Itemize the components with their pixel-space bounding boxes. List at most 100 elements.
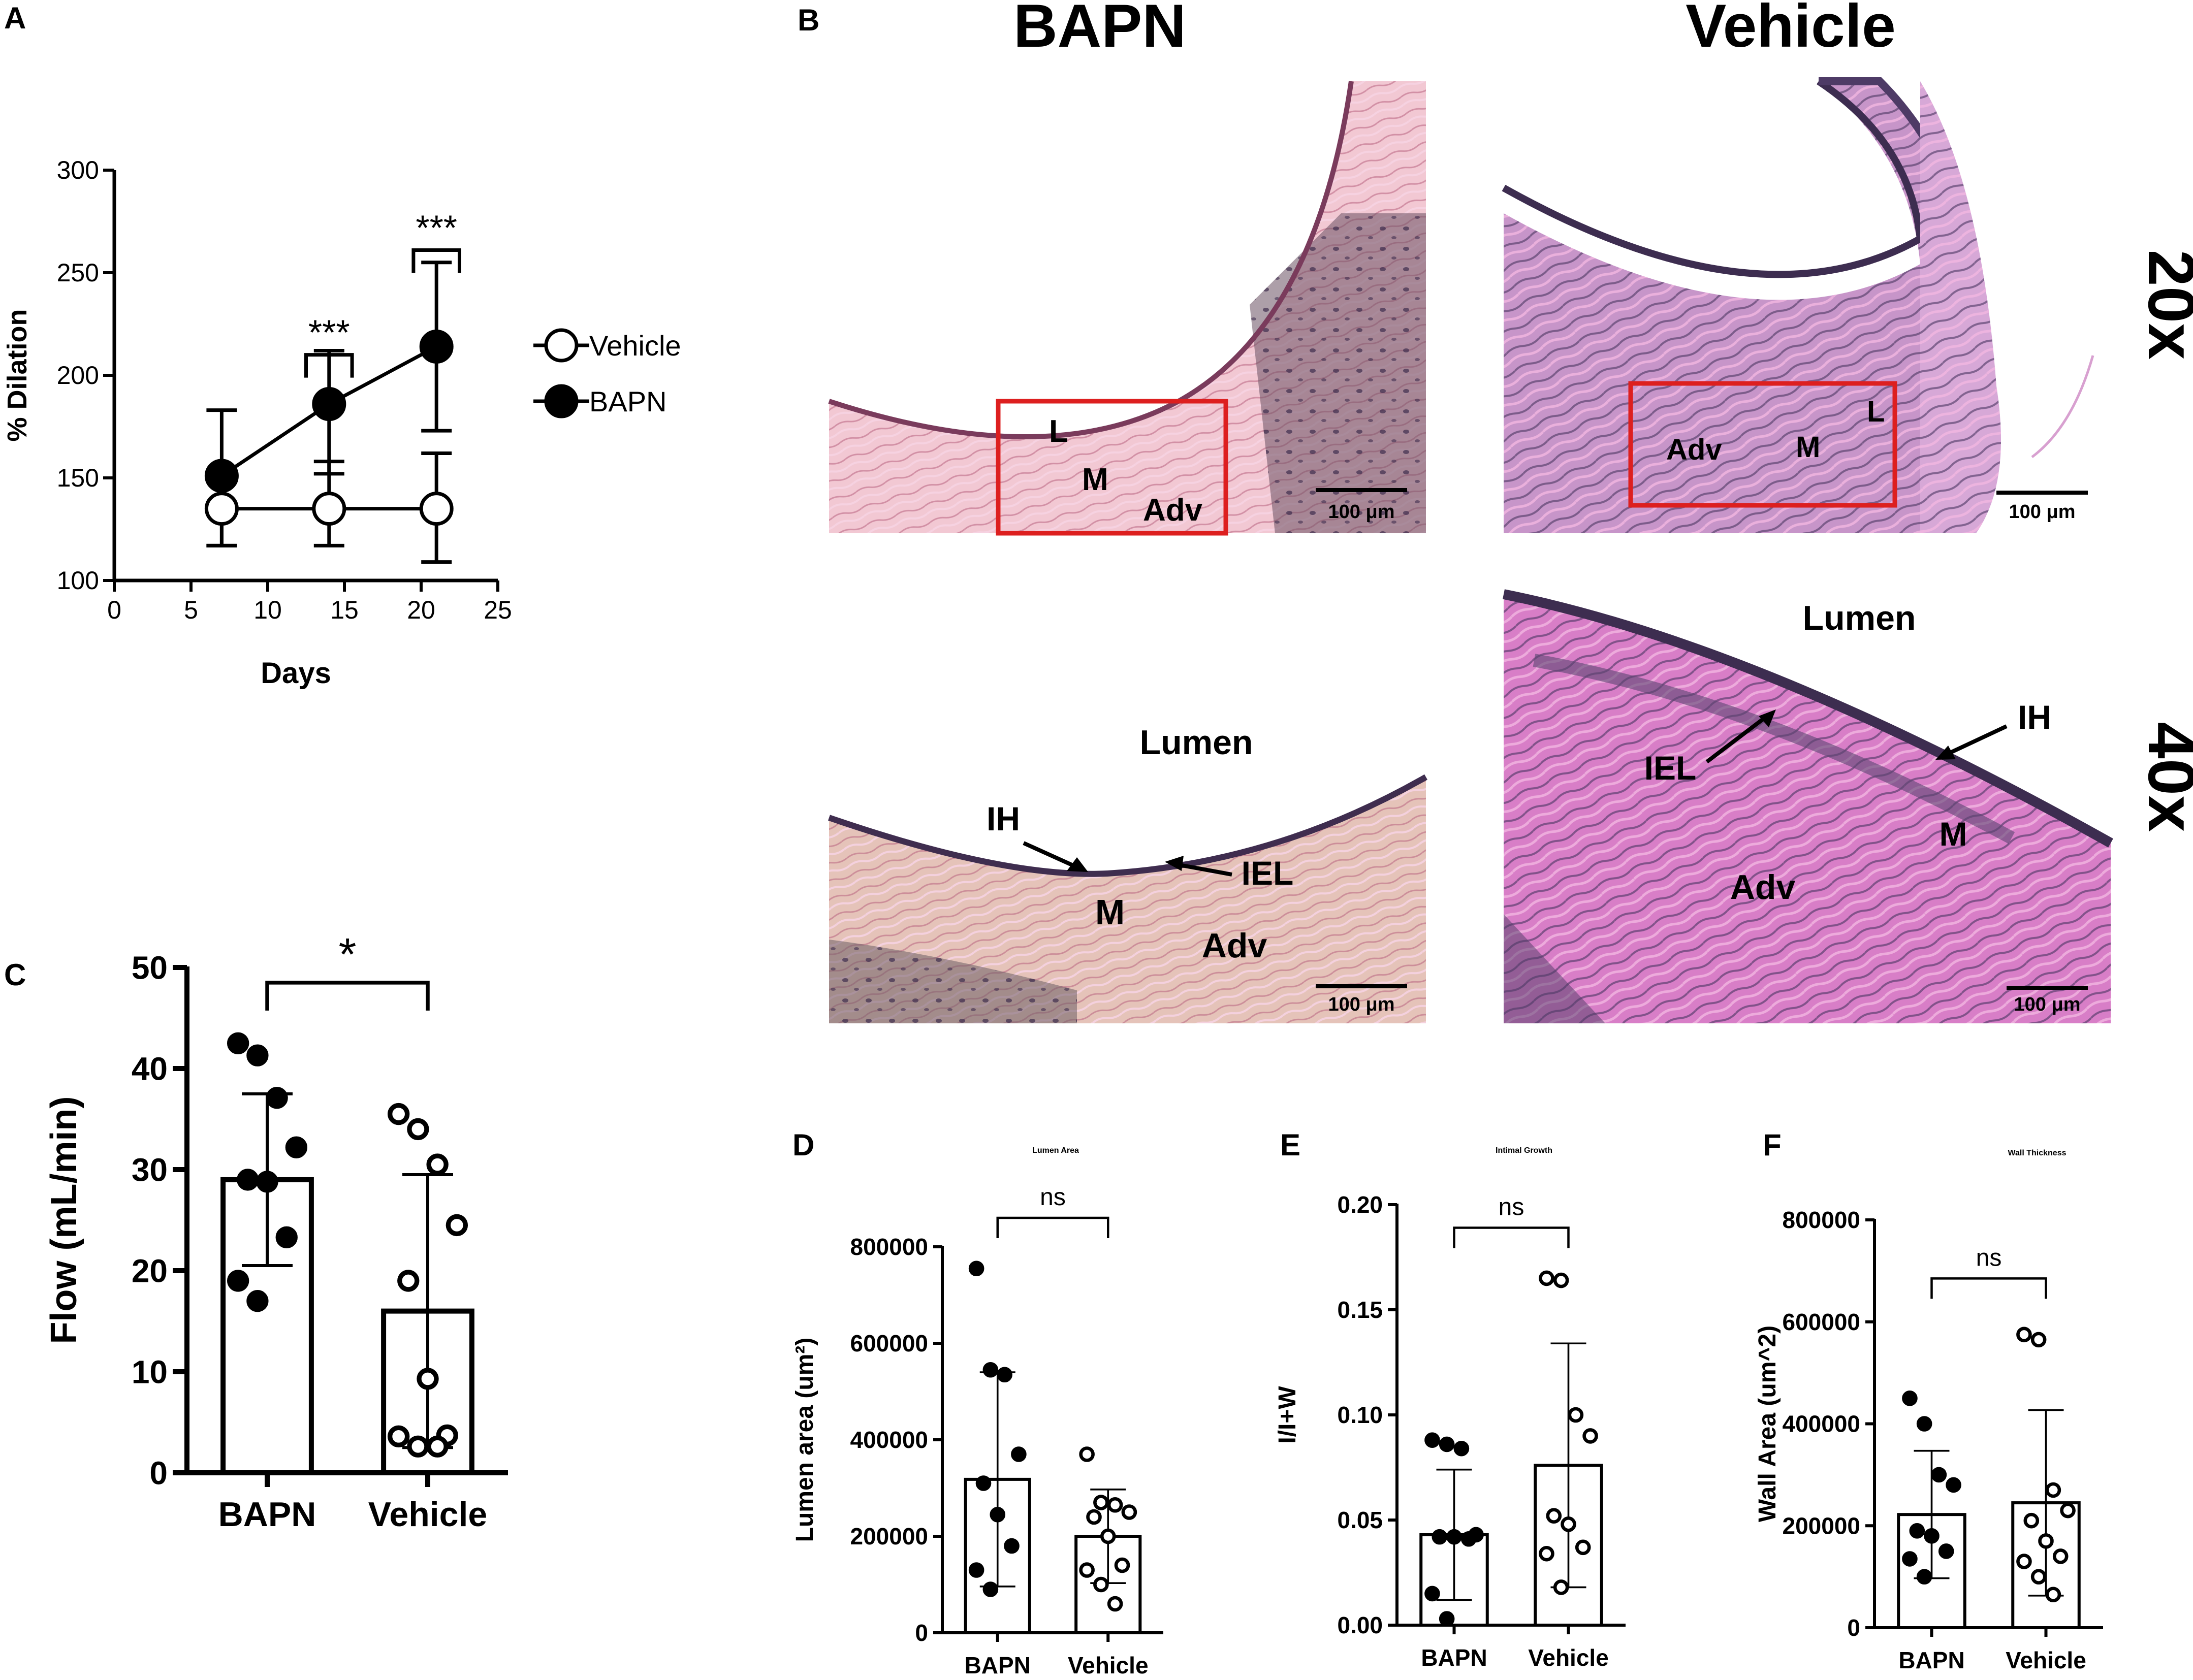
significance-label: ***: [416, 208, 457, 248]
y-tick-label: 200: [57, 361, 99, 390]
data-point: [1561, 1516, 1576, 1532]
scale-bar-label: 100 μm: [2014, 994, 2081, 1015]
plot-f: 0 200000 400000 600000 800000 BAPN Vehicle ns Wa…: [1754, 1149, 2103, 1673]
y-tick-label: 0: [915, 1620, 928, 1646]
significance-label: ns: [1040, 1184, 1066, 1211]
significance-bracket: [304, 353, 354, 378]
category-label: Vehicle: [2006, 1647, 2086, 1673]
data-point: [1553, 1272, 1569, 1288]
data-point: [2038, 1533, 2054, 1549]
y-tick-label: 100: [57, 566, 99, 595]
label-ih: IH: [987, 800, 1020, 837]
y-axis-label: Lumen area (um²): [791, 1338, 818, 1542]
chart-title: Wall Thickness: [2008, 1149, 2067, 1157]
vehicle-40x-micrograph: Lumen IH IEL M Adv 100 μm: [1503, 569, 2113, 1023]
legend-label: Vehicle: [589, 330, 681, 362]
label-l: L: [1867, 395, 1885, 428]
data-point: [1453, 1440, 1470, 1457]
label-ih: IH: [2018, 698, 2051, 736]
data-point: [1916, 1569, 1932, 1585]
panel-b-figure: B BAPN Vehicle 20x 40x L M Adv 100 μm: [798, 0, 2193, 1023]
y-tick-label: 400000: [1783, 1411, 1861, 1437]
data-point: [407, 1435, 429, 1458]
data-point: [246, 1290, 269, 1312]
data-point: [997, 1367, 1012, 1383]
data-point: [1553, 1579, 1569, 1595]
panel-letter-a: A: [4, 1, 26, 35]
data-point: [2045, 1587, 2061, 1603]
data-point: [1079, 1562, 1095, 1578]
data-point: [2016, 1327, 2032, 1343]
label-adv: Adv: [1143, 493, 1203, 528]
plot-d: 0 200000 400000 600000 800000 BAPN Vehicle ns Lu…: [791, 1146, 1163, 1678]
data-point: [227, 1032, 249, 1054]
y-tick-label: 0.15: [1337, 1297, 1383, 1323]
panel-letter-d: D: [792, 1128, 814, 1162]
category-label: BAPN: [1898, 1647, 1964, 1673]
data-point: [1114, 1557, 1130, 1573]
data-point: [237, 1169, 259, 1191]
category-label: Vehicle: [1528, 1644, 1609, 1671]
category-label: Vehicle: [368, 1495, 487, 1534]
y-tick-label: 200000: [850, 1523, 929, 1549]
label-lumen: Lumen: [1140, 723, 1253, 762]
chart-title: Lumen Area: [1032, 1146, 1079, 1155]
label-lumen: Lumen: [1803, 599, 1916, 637]
significance-label: ns: [1976, 1244, 2002, 1271]
y-tick-label: 0.20: [1337, 1191, 1383, 1218]
y-tick-label: 800000: [1783, 1207, 1861, 1233]
x-tick-label: 10: [253, 596, 282, 624]
data-point: [397, 1270, 420, 1292]
category-label: BAPN: [965, 1652, 1031, 1678]
data-point: [1424, 1586, 1440, 1602]
data-point: [1539, 1270, 1554, 1286]
label-l: L: [1049, 414, 1068, 449]
data-point: [285, 1136, 308, 1158]
y-tick-label: 10: [132, 1353, 168, 1390]
data-point: [387, 1425, 410, 1448]
bapn-20x-micrograph: L M Adv 100 μm: [828, 81, 1426, 536]
data-point-bapn: [312, 387, 346, 422]
plot-e: 0.00 0.05 0.10 0.15 0.20 BAPN Vehicle ns Intimal…: [1274, 1146, 1626, 1671]
y-tick-label: 40: [132, 1050, 168, 1087]
data-point: [2045, 1482, 2061, 1498]
y-tick-label: 250: [57, 259, 99, 287]
data-point: [968, 1562, 984, 1578]
data-point: [446, 1214, 468, 1237]
y-tick-label: 0: [149, 1455, 168, 1491]
data-point: [2060, 1502, 2076, 1519]
x-tick-label: 0: [107, 596, 121, 624]
label-iel: IEL: [1242, 854, 1294, 892]
y-axis-label: Flow (mL/min): [44, 1096, 84, 1344]
data-point: [417, 1368, 439, 1390]
x-tick-label: 25: [484, 596, 512, 624]
y-tick-label: 600000: [1783, 1309, 1861, 1335]
label-adv: Adv: [1666, 433, 1722, 466]
panel-letter-f: F: [1763, 1128, 1782, 1162]
chart-title: Intimal Growth: [1496, 1146, 1552, 1155]
y-tick-label: 0: [1847, 1614, 1860, 1641]
data-point-bapn: [419, 329, 454, 364]
data-point: [2023, 1512, 2040, 1529]
legend-marker: [544, 384, 579, 418]
data-point: [1439, 1611, 1455, 1627]
significance-label: *: [338, 929, 356, 980]
x-tick-label: 20: [407, 596, 435, 624]
data-point: [1902, 1391, 1918, 1406]
significance-bracket: [1930, 1277, 2047, 1299]
label-adv: Adv: [1730, 868, 1796, 907]
row-label-20x: 20x: [2135, 250, 2193, 360]
data-point: [990, 1506, 1006, 1523]
significance-bracket: [265, 981, 430, 1011]
data-point: [2030, 1569, 2047, 1585]
y-tick-label: 0.10: [1337, 1402, 1383, 1428]
scale-bar-label: 100 μm: [1328, 994, 1395, 1015]
data-point: [1924, 1528, 1940, 1544]
plot-c: 0 10 20 30 40 50 BAPN Vehicle * Flow (mL/min): [44, 929, 508, 1534]
data-point: [426, 1153, 449, 1176]
significance-label: ns: [1499, 1194, 1524, 1221]
panel-letter-e: E: [1280, 1128, 1300, 1162]
data-point: [275, 1226, 298, 1249]
data-point: [1079, 1446, 1095, 1462]
data-point: [1916, 1416, 1932, 1432]
